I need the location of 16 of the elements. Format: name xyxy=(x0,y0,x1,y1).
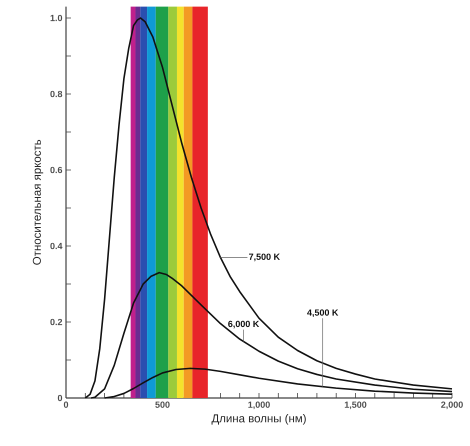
x-tick-label: 500 xyxy=(155,402,170,408)
y-tick-label: 0.2 xyxy=(50,318,62,326)
x-tick-label: 1,500 xyxy=(344,402,366,410)
x-tick-label: 0 xyxy=(64,402,68,408)
text: 4,500 K xyxy=(307,309,338,318)
y-tick-label: 0 xyxy=(58,394,62,402)
y-axis-title: Относительная яркость xyxy=(32,140,44,265)
x-axis-title: Длина волны (нм) xyxy=(212,414,306,425)
x-tick-label: 1,000 xyxy=(248,402,270,410)
y-tick-label: 1.0 xyxy=(50,14,62,22)
y-tick-label: 0.4 xyxy=(50,242,62,250)
y-tick-label: 0.8 xyxy=(50,90,62,98)
y-tick-label: 0.6 xyxy=(50,166,62,174)
series-label: 6,000 K xyxy=(228,320,260,328)
text: 7,500 K xyxy=(249,254,280,262)
x-tick-label: 2,000 xyxy=(441,402,463,410)
